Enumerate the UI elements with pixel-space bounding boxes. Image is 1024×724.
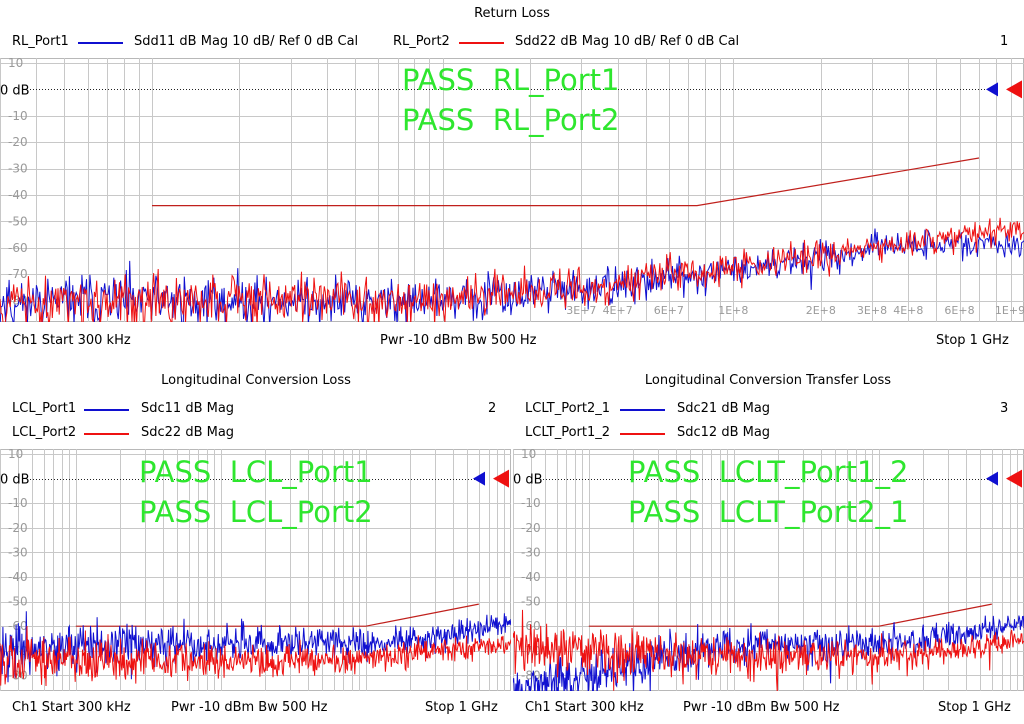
legend-trace: Sdc22 dB Mag xyxy=(141,425,235,440)
pass-label: PASS RL_Port1 xyxy=(402,63,620,97)
legend-trace: Sdd22 dB Mag 10 dB/ Ref 0 dB Cal xyxy=(515,34,740,49)
legend-trace: Sdc12 dB Mag xyxy=(677,425,771,440)
y-tick-label: -50 xyxy=(521,595,541,609)
trace-lcl-port2 xyxy=(0,626,511,687)
marker-blue-icon xyxy=(473,471,485,486)
y-tick-label: -30 xyxy=(521,545,541,559)
pass-label: PASS LCL_Port2 xyxy=(139,495,373,529)
chart-svg: 10-10-20-30-40-50-60-70-80-900 dB xyxy=(513,449,1024,691)
plot-area[interactable]: 10-10-20-30-40-50-60-70-80-900 dB xyxy=(513,449,1024,691)
legend-trace: Sdd11 dB Mag 10 dB/ Ref 0 dB Cal xyxy=(134,34,359,49)
legend-trace: Sdc21 dB Mag xyxy=(677,401,771,416)
marker-blue-icon xyxy=(986,82,998,97)
y-tick-label: -10 xyxy=(8,109,28,123)
marker-red-icon xyxy=(493,469,509,488)
y-tick-labels: 10-10-20-30-40-50-60-70-80-90 xyxy=(8,58,28,322)
y-tick-label: -70 xyxy=(8,267,28,281)
marker-blue-icon xyxy=(986,471,998,486)
ref-label: 0 dB xyxy=(0,83,30,98)
footer-stop: Stop 1 GHz xyxy=(938,700,1011,715)
marker-red-icon xyxy=(1006,80,1022,99)
y-tick-label: -20 xyxy=(8,135,28,149)
y-tick-label: 10 xyxy=(8,58,23,70)
chart-title: Return Loss xyxy=(474,6,550,21)
y-tick-label: -60 xyxy=(8,241,28,255)
trace-lclt-port1-2 xyxy=(513,609,1024,691)
x-tick-label: 6E+8 xyxy=(944,304,974,317)
ref-label: 0 dB xyxy=(513,473,543,488)
legend-line-red xyxy=(84,433,129,435)
legend-name[interactable]: LCL_Port1 xyxy=(12,401,77,416)
legend-name[interactable]: LCL_Port2 xyxy=(12,425,77,440)
x-tick-label: 4E+7 xyxy=(603,304,633,317)
footer-start: Ch1 Start 300 kHz xyxy=(525,700,644,715)
y-tick-label: -90 xyxy=(8,320,28,322)
plot-frame xyxy=(0,58,1024,322)
x-tick-label: 2E+8 xyxy=(806,304,836,317)
y-tick-label: -20 xyxy=(8,521,28,535)
window-number: 1 xyxy=(1000,34,1009,49)
footer-power-bw: Pwr -10 dBm Bw 500 Hz xyxy=(171,700,328,715)
marker-red-icon xyxy=(1006,469,1022,488)
y-tick-label: -40 xyxy=(8,570,28,584)
y-tick-label: -10 xyxy=(8,496,28,510)
footer-stop: Stop 1 GHz xyxy=(425,700,498,715)
limit-line xyxy=(588,603,992,627)
y-tick-label: -40 xyxy=(8,188,28,202)
legend-name: RL_Port1 xyxy=(12,34,69,49)
chart-svg: 10-10-20-30-40-50-60-70-80-900 dB3E+74E+… xyxy=(0,58,1024,322)
legend-line-blue xyxy=(84,409,129,411)
legend-line-blue xyxy=(620,409,665,411)
chart-svg: 10-10-20-30-40-50-60-70-80-900 dB xyxy=(0,449,511,691)
plot-area[interactable]: 10-10-20-30-40-50-60-70-80-900 dB xyxy=(0,449,511,691)
pass-label: PASS LCLT_Port2_1 xyxy=(628,495,909,529)
x-tick-label: 6E+7 xyxy=(654,304,684,317)
y-tick-label: -20 xyxy=(521,521,541,535)
footer-start: Ch1 Start 300 kHz xyxy=(12,333,131,348)
legend-line-blue xyxy=(78,42,123,44)
trace-rl-port1 xyxy=(0,228,1024,322)
legend-item-rl-port1[interactable]: RL_Port1 xyxy=(12,34,69,49)
x-tick-label: 4E+8 xyxy=(893,304,923,317)
x-tick-label: 1E+8 xyxy=(718,304,748,317)
plot-area[interactable]: 10-10-20-30-40-50-60-70-80-900 dB3E+74E+… xyxy=(0,58,1024,322)
limit-line xyxy=(152,157,980,207)
y-tick-label: -30 xyxy=(8,162,28,176)
y-tick-label: -40 xyxy=(521,570,541,584)
x-tick-label: 1E+9 xyxy=(995,304,1024,317)
footer-power-bw: Pwr -10 dBm Bw 500 Hz xyxy=(380,333,537,348)
pass-label: PASS LCLT_Port1_2 xyxy=(628,455,909,489)
x-tick-label: 3E+7 xyxy=(566,304,596,317)
y-tick-label: 10 xyxy=(521,449,536,461)
footer-stop: Stop 1 GHz xyxy=(936,333,1009,348)
chart-title: Longitudinal Conversion Transfer Loss xyxy=(644,373,892,388)
y-tick-label: -30 xyxy=(8,545,28,559)
vertical-grid xyxy=(0,58,1012,322)
y-tick-label: -80 xyxy=(8,668,28,682)
legend-name[interactable]: LCLT_Port1_2 xyxy=(525,425,611,440)
pass-label: PASS LCL_Port1 xyxy=(139,455,373,489)
legend-name[interactable]: LCLT_Port2_1 xyxy=(525,401,611,416)
footer-power-bw: Pwr -10 dBm Bw 500 Hz xyxy=(683,700,840,715)
y-tick-label: -10 xyxy=(521,496,541,510)
y-tick-label: -50 xyxy=(8,214,28,228)
legend-line-red xyxy=(459,42,504,44)
pass-label: PASS RL_Port2 xyxy=(402,103,620,137)
y-tick-label: 10 xyxy=(8,449,23,461)
window-number: 3 xyxy=(1000,401,1009,416)
horizontal-grid xyxy=(0,63,1024,302)
legend-item-rl-port2[interactable]: RL_Port2 xyxy=(393,34,450,49)
trace-rl-port2 xyxy=(0,217,1024,322)
x-tick-labels: 3E+7 4E+7 6E+7 1E+8 2E+8 3E+8 4E+8 6E+8 1E+9 xyxy=(566,304,1024,317)
y-tick-label: -50 xyxy=(8,595,28,609)
window-number: 2 xyxy=(488,401,497,416)
x-tick-label: 3E+8 xyxy=(857,304,887,317)
legend-name: RL_Port2 xyxy=(393,34,450,49)
ref-label: 0 dB xyxy=(0,473,30,488)
chart-title: Longitudinal Conversion Loss xyxy=(161,373,351,388)
legend-line-red xyxy=(620,433,665,435)
legend-trace: Sdc11 dB Mag xyxy=(141,401,235,416)
footer-start: Ch1 Start 300 kHz xyxy=(12,700,131,715)
